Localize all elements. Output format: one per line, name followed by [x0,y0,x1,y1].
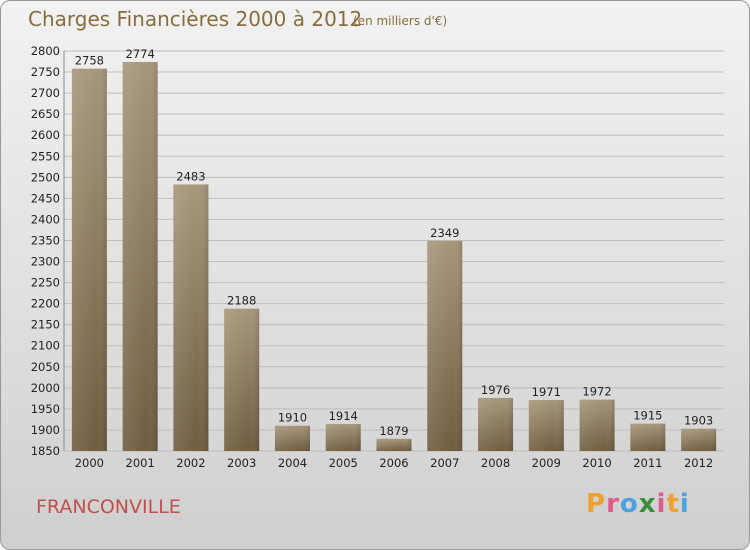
y-tick-label: 2650 [31,107,60,121]
bar-shade [427,240,463,451]
x-tick-label: 2006 [379,456,408,470]
logo-letter: i [679,489,690,519]
bar-shade [630,423,666,451]
y-tick-label: 2600 [31,128,60,142]
chart-title: Charges Financières 2000 à 2012 [28,7,363,31]
logo-letter: x [638,489,657,519]
bar-shade [173,184,209,451]
data-label: 2349 [430,226,459,240]
bar-shade [224,308,260,451]
data-label: 1971 [532,385,561,399]
data-label: 1915 [633,409,662,423]
logo-letter: i [656,489,667,519]
x-tick-label: 2001 [126,456,155,470]
y-tick-label: 1850 [31,444,60,458]
x-tick-label: 2012 [684,456,713,470]
y-tick-label: 2250 [31,276,60,290]
data-label: 1903 [684,414,713,428]
y-tick-label: 2700 [31,86,60,100]
data-label: 1976 [481,383,510,397]
y-tick-label: 2350 [31,233,60,247]
x-tick-label: 2005 [329,456,358,470]
x-tick-label: 2003 [227,456,256,470]
y-tick-label: 2800 [31,44,60,58]
data-label: 1910 [278,411,307,425]
bar-shade [681,428,717,451]
data-label: 2188 [227,294,256,308]
city-name: FRANCONVILLE [36,496,181,518]
x-tick-label: 2004 [278,456,307,470]
bar-shade [528,400,564,451]
logo-letter: t [666,489,680,519]
bar-shade [478,397,514,451]
y-tick-label: 1950 [31,402,60,416]
bar-shade [579,399,615,451]
data-label: 2774 [126,47,155,61]
x-tick-label: 2008 [481,456,510,470]
x-tick-label: 2011 [633,456,662,470]
logo-letter: o [619,489,639,519]
data-label: 1879 [379,424,408,438]
bar-shade [71,68,107,452]
x-tick-label: 2000 [75,456,104,470]
y-tick-label: 2050 [31,360,60,374]
x-tick-label: 2009 [532,456,561,470]
y-tick-label: 2200 [31,297,60,311]
chart-subtitle: (en milliers d'€) [353,14,448,28]
data-label: 2483 [176,169,205,183]
bar-shade [325,424,361,451]
x-tick-label: 2007 [430,456,459,470]
logo-letter: r [606,489,620,519]
y-tick-label: 2000 [31,381,60,395]
y-tick-label: 2400 [31,212,60,226]
logo-letter: P [586,489,607,519]
bar-shade [376,438,412,451]
y-tick-label: 2150 [31,318,60,332]
proxiti-logo[interactable]: Proxiti [586,489,690,519]
x-tick-label: 2002 [176,456,205,470]
y-tick-label: 2500 [31,170,60,184]
x-tick-label: 2010 [582,456,611,470]
y-tick-label: 2450 [31,191,60,205]
data-label: 1914 [329,409,358,423]
y-tick-label: 1900 [31,423,60,437]
y-tick-label: 2300 [31,255,60,269]
bar-shade [122,61,158,452]
y-tick-label: 2100 [31,339,60,353]
data-label: 2758 [75,54,104,68]
y-tick-label: 2750 [31,65,60,79]
y-tick-label: 2550 [31,149,60,163]
data-label: 1972 [582,385,611,399]
bar-shade [274,425,310,451]
